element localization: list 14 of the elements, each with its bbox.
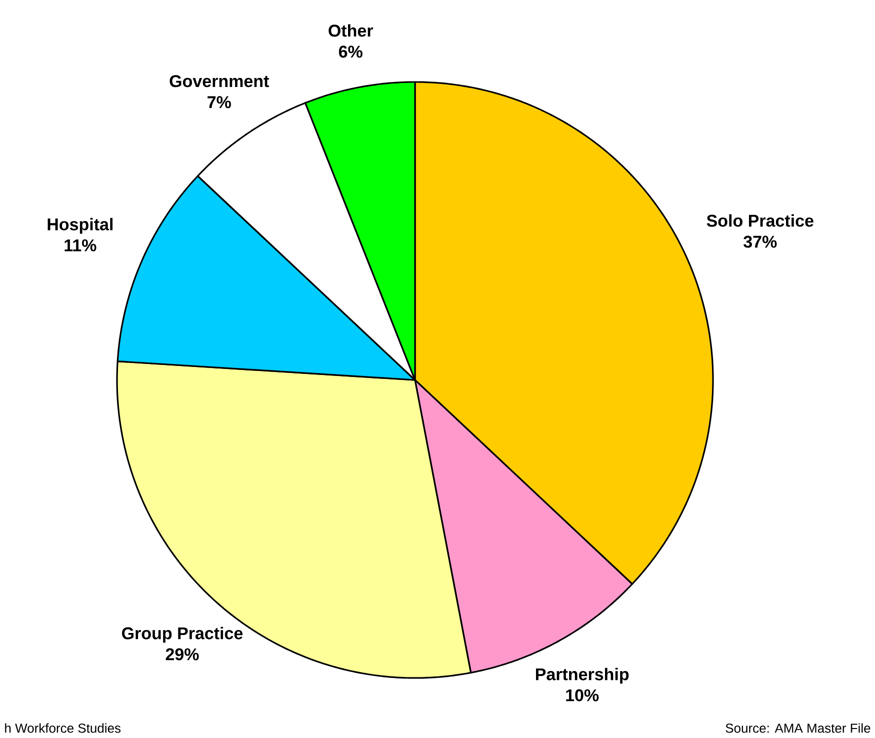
slice-label: Hospital: [48, 218, 112, 234]
data-label: 7%: [208, 96, 231, 108]
slice-label: Solo Practice: [706, 214, 814, 227]
data-label: 10%: [566, 689, 599, 702]
data-label: 37%: [744, 236, 777, 248]
source-note: Source: AMA Master File: [726, 723, 870, 733]
data-label: 11%: [64, 239, 96, 252]
data-label: 29%: [166, 648, 199, 660]
slice-label: Government: [170, 75, 269, 88]
slice-label: Other: [328, 24, 374, 37]
data-label: 6%: [338, 46, 362, 58]
text: h Workforce Studies: [5, 723, 121, 733]
slice-label: Group Practice: [122, 626, 243, 643]
slice-label: Partnership: [536, 668, 629, 684]
